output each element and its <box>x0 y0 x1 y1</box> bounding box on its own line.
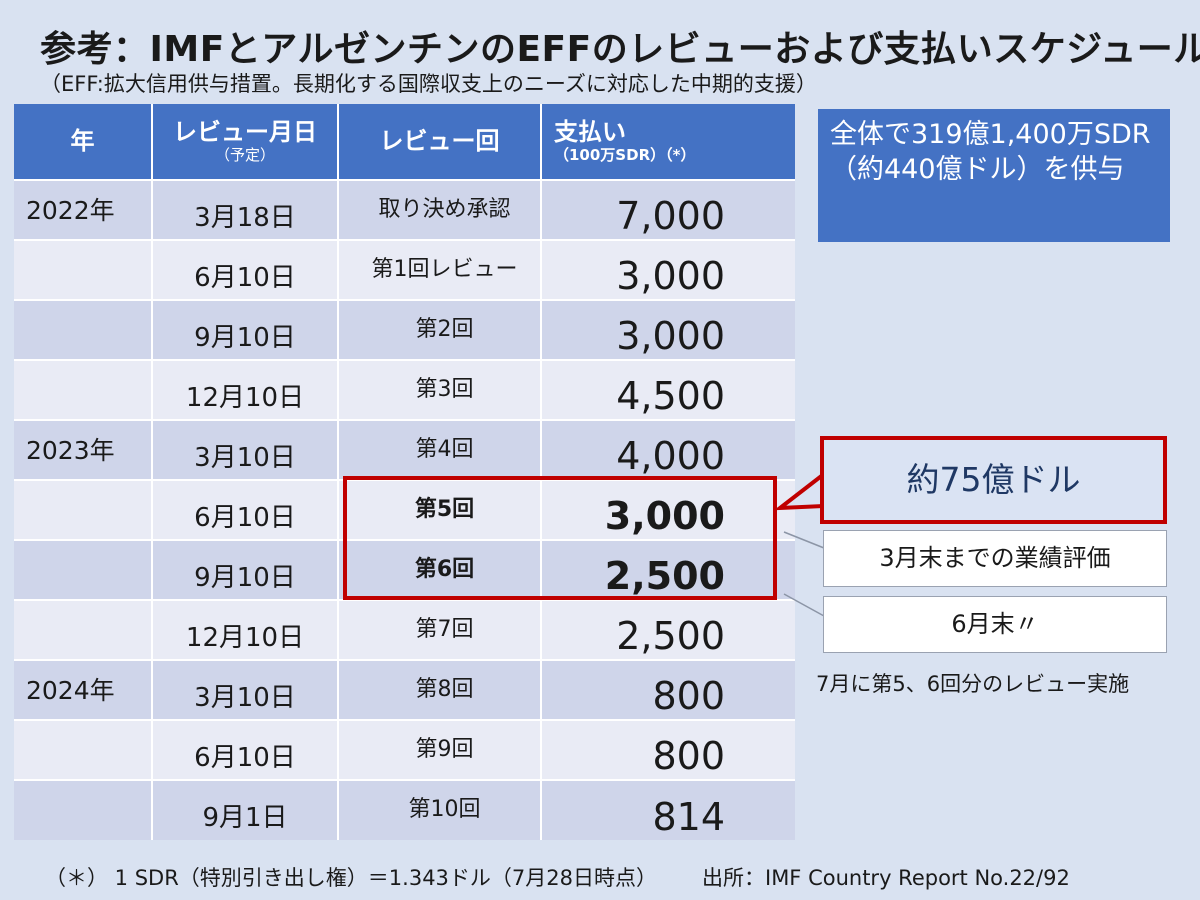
callout-box: 約75億ドル <box>820 436 1167 524</box>
table-header-row: 年 レビュー月日 （予定） レビュー回 支払い （100万SDR）（*） <box>14 104 795 180</box>
cell-year <box>14 599 153 660</box>
cell-amount: 800 <box>541 719 795 780</box>
cell-date: 9月10日 <box>152 299 339 360</box>
cell-amount: 7,000 <box>541 179 795 240</box>
header-payment: 支払い （100万SDR）（*） <box>541 104 795 180</box>
cell-year <box>14 359 153 420</box>
cell-year: 2023年 <box>14 419 153 480</box>
cell-review: 第8回 <box>338 659 542 720</box>
header-payment-label: 支払い <box>554 118 626 147</box>
side-note: 7月に第5、6回分のレビュー実施 <box>816 672 1130 696</box>
table-row: 2022年 3月18日 取り決め承認 7,000 <box>14 179 795 240</box>
cell-date: 6月10日 <box>152 719 339 780</box>
page-subtitle: （EFF:拡大信用供与措置。長期化する国際収支上のニーズに対応した中期的支援） <box>40 72 817 96</box>
cell-date: 12月10日 <box>152 599 339 660</box>
cell-review: 第2回 <box>338 299 542 360</box>
table-row: 12月10日 第3回 4,500 <box>14 359 795 420</box>
cell-year <box>14 719 153 780</box>
table-row: 6月10日 第1回レビュー 3,000 <box>14 239 795 300</box>
cell-year <box>14 779 153 840</box>
header-date-label: レビュー月日 <box>173 118 317 147</box>
cell-year <box>14 299 153 360</box>
cell-amount: 800 <box>541 659 795 720</box>
cell-year <box>14 539 153 600</box>
total-box: 全体で319億1,400万SDR（約440億ドル）を供与 <box>818 109 1170 242</box>
cell-review: 第3回 <box>338 359 542 420</box>
cell-date: 9月10日 <box>152 539 339 600</box>
cell-amount: 3,000 <box>541 299 795 360</box>
cell-review: 第10回 <box>338 779 542 840</box>
table-row: 9月10日 第2回 3,000 <box>14 299 795 360</box>
table-row: 6月10日 第5回 3,000 <box>14 479 795 540</box>
cell-year <box>14 239 153 300</box>
cell-review: 取り決め承認 <box>338 179 542 240</box>
page-title: 参考：IMFとアルゼンチンのEFFのレビューおよび支払いスケジュール <box>40 29 1200 70</box>
cell-date: 6月10日 <box>152 479 339 540</box>
table-row: 9月1日 第10回 814 <box>14 779 795 840</box>
cell-review: 第5回 <box>338 479 542 540</box>
schedule-table: 年 レビュー月日 （予定） レビュー回 支払い （100万SDR）（*） 202… <box>14 104 795 840</box>
highlight-box <box>343 476 777 600</box>
cell-review: 第7回 <box>338 599 542 660</box>
table-body: 2022年 3月18日 取り決め承認 7,000 6月10日 第1回レビュー 3,000 9月… <box>14 179 795 840</box>
table-row: 2023年 3月10日 第4回 4,000 <box>14 419 795 480</box>
cell-year: 2024年 <box>14 659 153 720</box>
header-date: レビュー月日 （予定） <box>152 104 339 180</box>
cell-year: 2022年 <box>14 179 153 240</box>
cell-amount: 4,500 <box>541 359 795 420</box>
cell-date: 9月1日 <box>152 779 339 840</box>
footnote: （＊） 1 SDR（特別引き出し権）＝1.343ドル（7月28日時点） <box>45 866 658 890</box>
connector-lines <box>783 531 825 617</box>
cell-review: 第1回レビュー <box>338 239 542 300</box>
cell-amount: 2,500 <box>541 539 795 600</box>
table-row: 2024年 3月10日 第8回 800 <box>14 659 795 720</box>
source-note: 出所：IMF Country Report No.22/92 <box>702 866 1070 890</box>
cell-year <box>14 479 153 540</box>
cell-amount: 3,000 <box>541 239 795 300</box>
cell-review: 第6回 <box>338 539 542 600</box>
header-date-sub: （予定） <box>214 145 275 164</box>
cell-amount: 3,000 <box>541 479 795 540</box>
cell-amount: 814 <box>541 779 795 840</box>
cell-date: 3月10日 <box>152 419 339 480</box>
table-row: 12月10日 第7回 2,500 <box>14 599 795 660</box>
cell-date: 3月10日 <box>152 659 339 720</box>
header-year: 年 <box>14 104 153 180</box>
cell-review: 第9回 <box>338 719 542 780</box>
cell-date: 6月10日 <box>152 239 339 300</box>
header-payment-sub: （100万SDR）（*） <box>554 145 696 164</box>
table-row: 9月10日 第6回 2,500 <box>14 539 795 600</box>
table-row: 6月10日 第9回 800 <box>14 719 795 780</box>
cell-date: 3月18日 <box>152 179 339 240</box>
cell-amount: 2,500 <box>541 599 795 660</box>
note-box-march: 3月末までの業績評価 <box>823 530 1167 587</box>
header-review: レビュー回 <box>338 104 542 180</box>
note-box-june: 6月末〃 <box>823 596 1167 653</box>
cell-review: 第4回 <box>338 419 542 480</box>
cell-date: 12月10日 <box>152 359 339 420</box>
cell-amount: 4,000 <box>541 419 795 480</box>
